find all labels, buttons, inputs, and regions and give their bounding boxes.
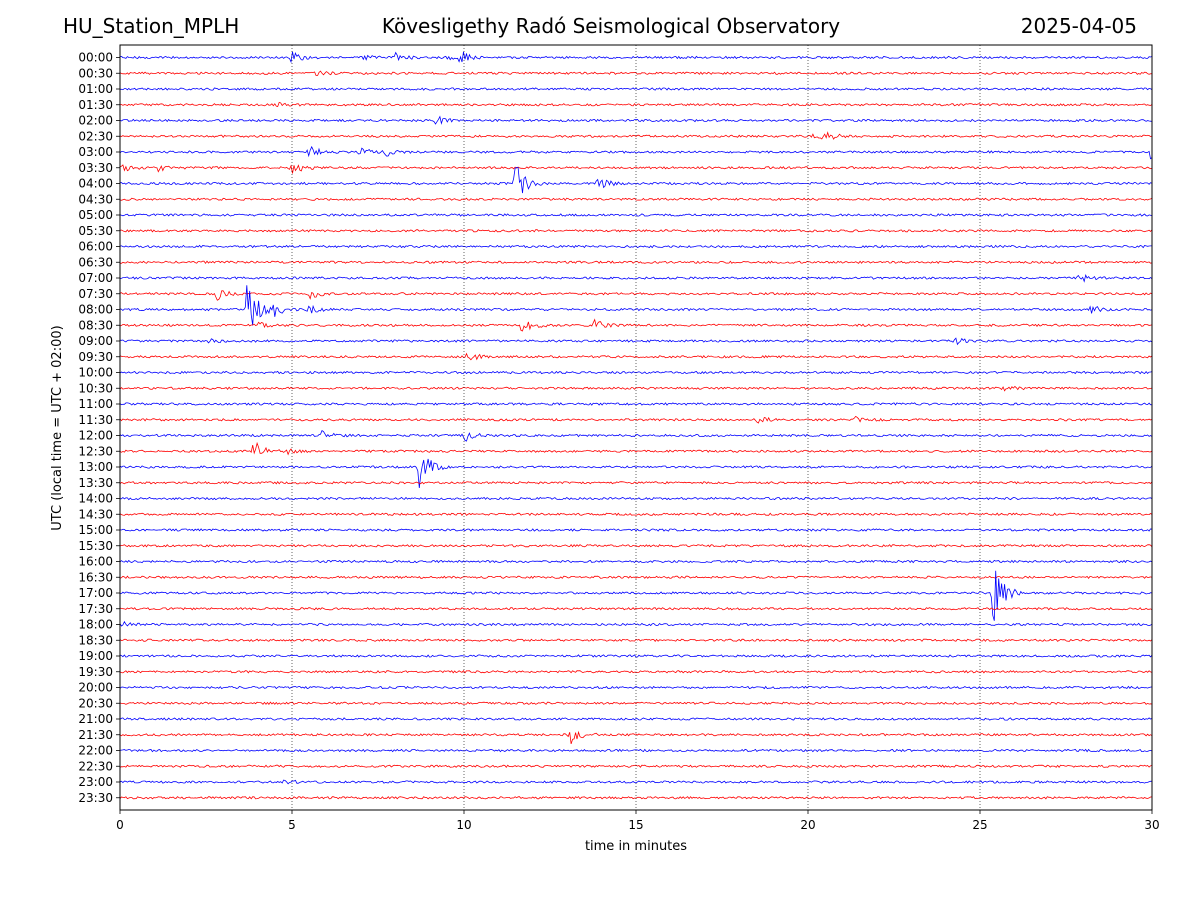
trace-1330 bbox=[119, 481, 1153, 485]
x-tick-label: 15 bbox=[628, 818, 643, 832]
y-tick-label: 19:30 bbox=[78, 665, 113, 679]
trace-1800 bbox=[119, 620, 1153, 627]
x-tick-label: 0 bbox=[116, 818, 124, 832]
y-tick-label: 11:00 bbox=[78, 397, 113, 411]
trace-1630 bbox=[119, 575, 1153, 579]
y-tick-label: 23:00 bbox=[78, 775, 113, 789]
trace-0100 bbox=[119, 87, 1153, 91]
trace-2300 bbox=[119, 779, 1153, 785]
trace-0030 bbox=[119, 70, 1153, 77]
y-tick-label: 16:30 bbox=[78, 570, 113, 584]
y-tick-label: 01:30 bbox=[78, 98, 113, 112]
y-tick-label: 17:30 bbox=[78, 602, 113, 616]
y-tick-label: 02:30 bbox=[78, 129, 113, 143]
y-tick-label: 08:30 bbox=[78, 318, 113, 332]
y-tick-label: 07:00 bbox=[78, 271, 113, 285]
y-tick-label: 18:30 bbox=[78, 633, 113, 647]
x-axis-label: time in minutes bbox=[585, 839, 687, 854]
y-tick-label: 17:00 bbox=[78, 586, 113, 600]
y-tick-label: 01:00 bbox=[78, 82, 113, 96]
trace-0700 bbox=[119, 274, 1153, 283]
y-tick-label: 22:00 bbox=[78, 744, 113, 758]
trace-1530 bbox=[119, 544, 1153, 548]
y-tick-label: 00:30 bbox=[78, 66, 113, 80]
y-tick-label: 20:00 bbox=[78, 681, 113, 695]
station-title: HU_Station_MPLH bbox=[63, 14, 240, 38]
y-tick-label: 16:00 bbox=[78, 555, 113, 569]
trace-2100 bbox=[119, 717, 1153, 721]
y-tick-label: 14:30 bbox=[78, 507, 113, 521]
y-tick-label: 08:00 bbox=[78, 303, 113, 317]
x-tick-label: 25 bbox=[972, 818, 987, 832]
y-tick-label: 13:00 bbox=[78, 460, 113, 474]
y-tick-label: 04:30 bbox=[78, 192, 113, 206]
trace-2130 bbox=[119, 730, 1153, 745]
y-tick-label: 23:30 bbox=[78, 791, 113, 805]
y-tick-label: 05:00 bbox=[78, 208, 113, 222]
y-tick-label: 15:30 bbox=[78, 539, 113, 553]
y-tick-label: 04:00 bbox=[78, 177, 113, 191]
y-tick-label: 12:30 bbox=[78, 444, 113, 458]
trace-0730 bbox=[119, 290, 1153, 301]
y-tick-label: 20:30 bbox=[78, 696, 113, 710]
y-tick-label: 07:30 bbox=[78, 287, 113, 301]
y-tick-label: 14:00 bbox=[78, 492, 113, 506]
trace-1300 bbox=[119, 458, 1153, 489]
x-tick-label: 20 bbox=[800, 818, 815, 832]
y-tick-label: 21:00 bbox=[78, 712, 113, 726]
y-tick-label: 12:00 bbox=[78, 429, 113, 443]
x-tick-label: 10 bbox=[456, 818, 471, 832]
y-tick-label: 10:00 bbox=[78, 366, 113, 380]
x-tick-label: 30 bbox=[1144, 818, 1159, 832]
y-tick-label: 15:00 bbox=[78, 523, 113, 537]
y-tick-label: 03:30 bbox=[78, 161, 113, 175]
trace-1900 bbox=[119, 654, 1153, 658]
date-title: 2025-04-05 bbox=[1020, 14, 1137, 38]
trace-0330 bbox=[119, 164, 1153, 174]
y-tick-label: 00:00 bbox=[78, 51, 113, 65]
y-tick-label: 13:30 bbox=[78, 476, 113, 490]
x-axis: 0 5 10 15 20 25 30 bbox=[116, 810, 1160, 832]
x-tick-label: 5 bbox=[288, 818, 296, 832]
y-tick-label: 02:00 bbox=[78, 114, 113, 128]
grid-layer bbox=[291, 45, 981, 810]
y-tick-label: 06:00 bbox=[78, 240, 113, 254]
y-tick-label: 18:00 bbox=[78, 618, 113, 632]
y-tick-label: 21:30 bbox=[78, 728, 113, 742]
y-tick-label: 09:00 bbox=[78, 334, 113, 348]
y-tick-label: 11:30 bbox=[78, 413, 113, 427]
trace-1100 bbox=[119, 402, 1153, 406]
y-axis-label: UTC (local time = UTC + 02:00) bbox=[50, 325, 65, 530]
observatory-title: Kövesligethy Radó Seismological Observat… bbox=[381, 14, 841, 38]
y-tick-label: 10:30 bbox=[78, 381, 113, 395]
y-tick-label: 22:30 bbox=[78, 759, 113, 773]
y-tick-label: 06:30 bbox=[78, 255, 113, 269]
traces-layer bbox=[119, 51, 1153, 800]
trace-1500 bbox=[119, 528, 1153, 532]
y-tick-label: 03:00 bbox=[78, 145, 113, 159]
y-tick-label: 19:00 bbox=[78, 649, 113, 663]
trace-0430 bbox=[119, 197, 1153, 201]
y-tick-label: 09:30 bbox=[78, 350, 113, 364]
trace-0500 bbox=[119, 213, 1153, 217]
trace-0900 bbox=[119, 337, 1153, 346]
y-tick-label: 05:30 bbox=[78, 224, 113, 238]
